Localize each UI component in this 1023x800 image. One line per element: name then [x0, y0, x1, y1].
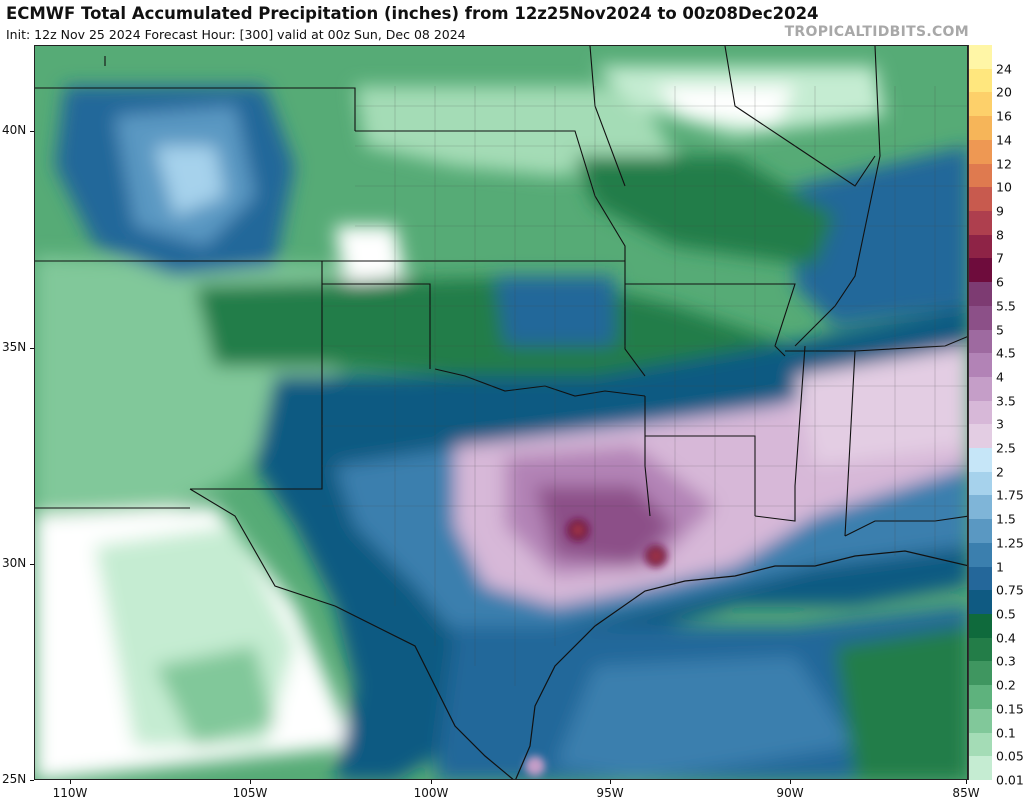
- lon-tick: [610, 780, 611, 784]
- map-canvas: [35, 46, 967, 779]
- lon-label-95w: 95W: [596, 786, 624, 800]
- lon-label-90w: 90W: [776, 786, 804, 800]
- lon-label-105w: 105W: [232, 786, 268, 800]
- colorbar-label: 0.1: [996, 725, 1016, 741]
- colorbar-swatch: [968, 92, 992, 117]
- colorbar-swatch: [968, 661, 992, 686]
- colorbar-swatch: [968, 45, 992, 70]
- chart-title: ECMWF Total Accumulated Precipitation (i…: [6, 4, 819, 23]
- colorbar-swatch: [968, 732, 992, 757]
- lat-tick: [30, 780, 34, 781]
- colorbar-label: 0.05: [996, 748, 1023, 764]
- colorbar-swatch: [968, 756, 992, 781]
- colorbar-swatch: [968, 305, 992, 330]
- lat-tick: [30, 348, 34, 349]
- colorbar-swatch: [968, 566, 992, 591]
- colorbar-swatch: [968, 353, 992, 378]
- colorbar-label: 7: [996, 250, 1004, 266]
- lon-label-110w: 110W: [52, 786, 88, 800]
- colorbar-swatch: [968, 637, 992, 662]
- colorbar-label: 1: [996, 559, 1004, 575]
- colorbar-label: 1.75: [996, 487, 1023, 503]
- colorbar-label: 14: [996, 132, 1012, 148]
- county-grid: [322, 86, 967, 686]
- precip-maxima: [525, 519, 667, 776]
- lon-tick: [966, 780, 967, 784]
- lat-label-40n: 40N: [2, 123, 27, 137]
- colorbar-swatch: [968, 400, 992, 425]
- colorbar-label: 5: [996, 322, 1004, 338]
- state-boundaries: [35, 46, 967, 607]
- precipitation-colorbar: 24 20 16 14 12 10 9 8 7 6 5.5 5 4.5 4 3.5 3 2.5 2 1.75 1.5 1…: [968, 45, 1023, 788]
- coastline: [334, 550, 967, 779]
- colorbar-swatch: [968, 68, 992, 93]
- colorbar-label: 0.15: [996, 701, 1023, 717]
- colorbar-label: 0.75: [996, 582, 1023, 598]
- colorbar-swatch: [968, 116, 992, 141]
- colorbar-label: 12: [996, 156, 1012, 172]
- colorbar-swatch: [968, 542, 992, 568]
- colorbar-label: 4: [996, 369, 1004, 385]
- lat-tick: [30, 131, 34, 132]
- lat-label-25n: 25N: [2, 772, 27, 786]
- colorbar-label: 6: [996, 274, 1004, 290]
- lon-label-100w: 100W: [413, 786, 449, 800]
- colorbar-label: 0.4: [996, 630, 1016, 646]
- colorbar-swatch: [968, 495, 992, 520]
- lat-label-30n: 30N: [2, 556, 27, 570]
- colorbar-swatch: [968, 424, 992, 449]
- colorbar-label: 9: [996, 203, 1004, 219]
- colorbar-swatch: [968, 448, 992, 473]
- colorbar-swatch: [968, 329, 992, 354]
- colorbar-swatch: [968, 282, 992, 307]
- colorbar-swatch: [968, 163, 992, 188]
- lon-tick: [250, 780, 251, 784]
- colorbar-label: 2: [996, 464, 1004, 480]
- colorbar-label: 0.3: [996, 653, 1016, 669]
- lon-label-85w: 85W: [952, 786, 980, 800]
- colorbar-label: 1.25: [996, 535, 1023, 551]
- colorbar-label: 5.5: [996, 298, 1016, 314]
- colorbar-label: 10: [996, 179, 1012, 195]
- colorbar-swatch: [968, 376, 992, 402]
- lon-tick: [790, 780, 791, 784]
- lon-tick: [431, 780, 432, 784]
- colorbar-swatch: [968, 471, 992, 496]
- colorbar-label: 1.5: [996, 511, 1016, 527]
- colorbar-swatch: [968, 590, 992, 615]
- colorbar-label: 20: [996, 84, 1012, 100]
- lon-tick: [70, 780, 71, 784]
- colorbar-swatch: [968, 234, 992, 259]
- colorbar-label: 0.5: [996, 606, 1016, 622]
- colorbar-swatch: [968, 258, 992, 283]
- colorbar-swatch: [968, 614, 992, 639]
- precipitation-map[interactable]: [34, 45, 968, 780]
- lat-tick: [30, 564, 34, 565]
- colorbar-label: 2.5: [996, 440, 1016, 456]
- colorbar-label: 0.2: [996, 677, 1016, 693]
- chart-subtitle: Init: 12z Nov 25 2024 Forecast Hour: [30…: [6, 27, 466, 42]
- precip-field: [35, 66, 967, 779]
- colorbar-swatch: [968, 519, 992, 544]
- colorbar-swatch: [968, 187, 992, 212]
- colorbar-label: 4.5: [996, 345, 1016, 361]
- colorbar-swatch: [968, 708, 992, 734]
- lat-label-35n: 35N: [2, 340, 27, 354]
- colorbar-swatch: [968, 139, 992, 165]
- colorbar-swatch: [968, 685, 992, 710]
- colorbar-label: 0.01: [996, 772, 1023, 788]
- brand-watermark: TROPICALTIDBITS.COM: [784, 24, 969, 40]
- colorbar-label: 16: [996, 108, 1012, 124]
- colorbar-swatch: [968, 210, 992, 236]
- colorbar-label: 3.5: [996, 393, 1016, 409]
- colorbar-label: 8: [996, 227, 1004, 243]
- colorbar-label: 3: [996, 416, 1004, 432]
- colorbar-label: 24: [996, 61, 1012, 77]
